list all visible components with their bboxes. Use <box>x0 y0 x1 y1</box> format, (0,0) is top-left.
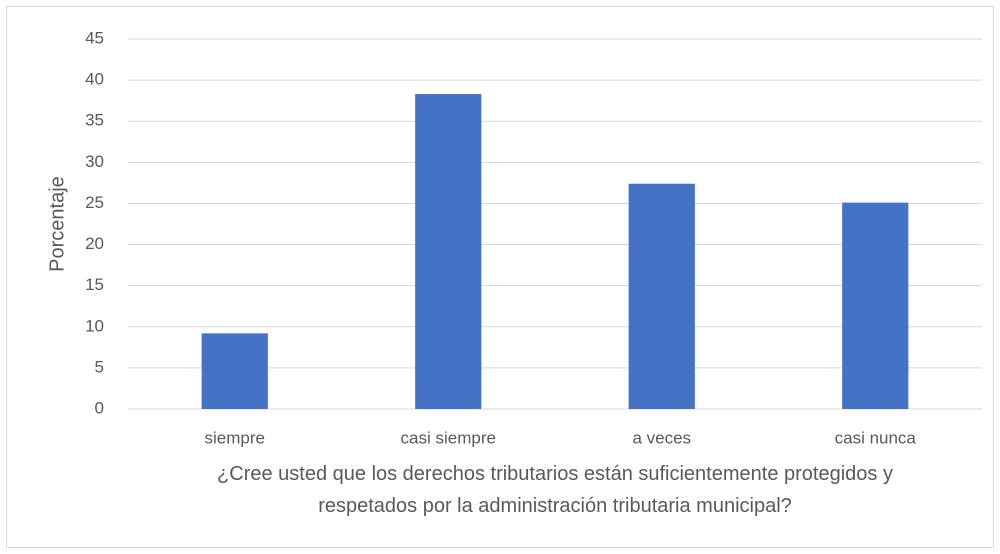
chart-border <box>6 6 994 548</box>
x-tick-label: a veces <box>632 428 691 447</box>
y-tick-label: 35 <box>85 111 104 130</box>
y-tick-label: 25 <box>85 193 104 212</box>
bar <box>201 333 268 409</box>
y-tick-label: 20 <box>85 234 104 253</box>
y-tick-label: 15 <box>85 275 104 294</box>
y-axis-label: Porcentaje <box>46 176 68 272</box>
y-tick-label: 0 <box>95 398 104 417</box>
y-tick-label: 5 <box>95 357 104 376</box>
bar <box>415 94 482 409</box>
x-tick-label: casi nunca <box>835 428 917 447</box>
x-tick-label: siempre <box>205 428 265 447</box>
y-tick-label: 40 <box>85 70 104 89</box>
bar <box>628 183 695 409</box>
bar <box>842 202 909 409</box>
x-axis-label: ¿Cree usted que los derechos tributarios… <box>217 463 893 517</box>
y-tick-label: 30 <box>85 152 104 171</box>
y-tick-label: 45 <box>85 28 104 47</box>
y-tick-label: 10 <box>85 316 104 335</box>
x-tick-label: casi siempre <box>401 428 496 447</box>
